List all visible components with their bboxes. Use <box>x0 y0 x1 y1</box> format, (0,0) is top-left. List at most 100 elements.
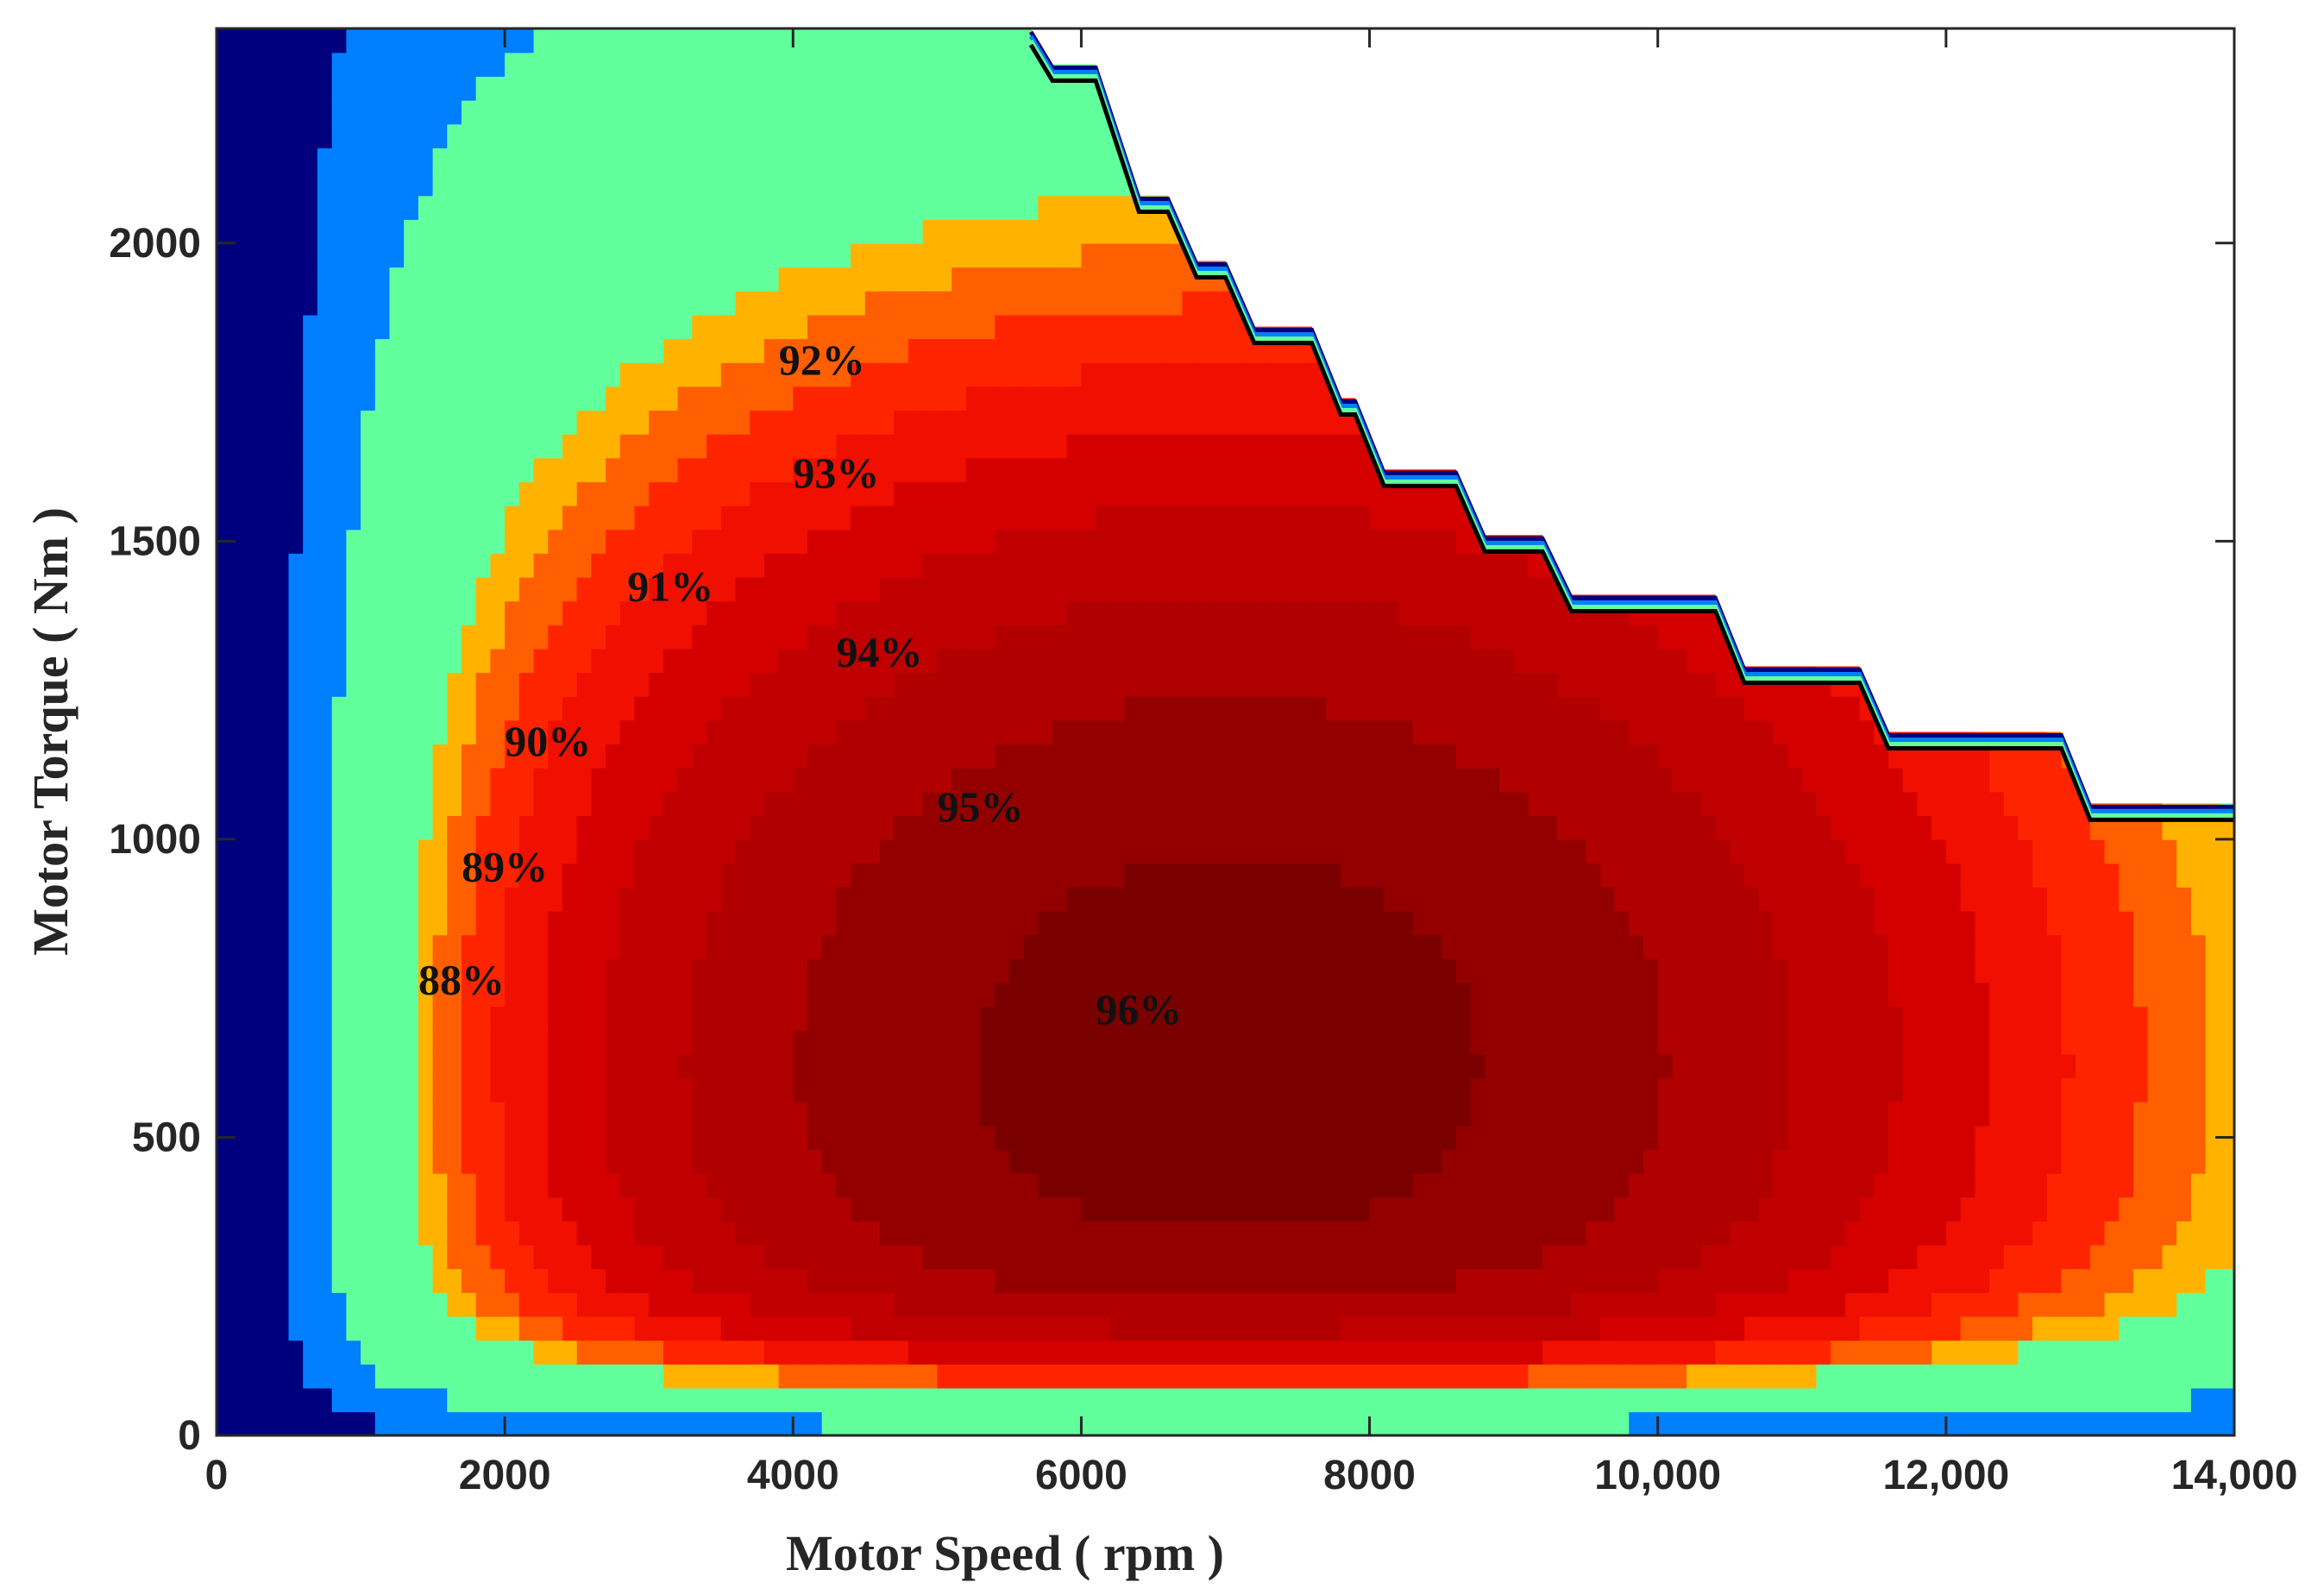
contour-cell <box>245 791 261 816</box>
contour-cell <box>518 1172 535 1198</box>
contour-cell <box>1398 553 1414 578</box>
contour-cell <box>505 219 520 244</box>
contour-cell <box>1109 576 1126 602</box>
contour-cell <box>995 433 1010 459</box>
contour-cell <box>1240 625 1255 650</box>
contour-cell <box>750 600 765 625</box>
contour-cell <box>908 1316 924 1341</box>
contour-cell <box>619 625 636 650</box>
contour-cell <box>1326 1172 1341 1198</box>
contour-cell <box>1197 1102 1212 1127</box>
contour-cell <box>965 958 982 983</box>
contour-cell <box>447 719 462 745</box>
contour-cell <box>217 242 232 268</box>
contour-cell <box>851 457 866 482</box>
contour-cell <box>649 314 664 340</box>
contour-cell <box>1124 1102 1140 1127</box>
contour-cell <box>273 171 290 197</box>
contour-cell <box>288 1411 304 1435</box>
contour-cell <box>1225 338 1241 363</box>
contour-cell <box>361 433 376 459</box>
contour-cell <box>505 648 520 674</box>
contour-cell <box>1398 529 1414 554</box>
contour-cell <box>634 1006 650 1031</box>
contour-cell <box>317 123 333 148</box>
contour-cell <box>533 123 550 148</box>
contour-cell <box>317 934 333 959</box>
contour-cell <box>1283 1196 1298 1221</box>
contour-cell <box>317 242 333 268</box>
contour-cell <box>418 1030 434 1055</box>
contour-cell <box>606 1172 621 1198</box>
contour-cell <box>821 744 838 769</box>
contour-cell <box>735 362 751 387</box>
contour-cell <box>634 386 650 411</box>
contour-cell <box>1052 314 1068 340</box>
contour-cell <box>1153 410 1169 435</box>
contour-cell <box>821 148 838 173</box>
contour-cell <box>447 672 462 697</box>
contour-cell <box>606 1411 621 1435</box>
contour-cell <box>735 648 751 674</box>
contour-cell <box>735 887 751 912</box>
contour-cell <box>793 148 808 173</box>
contour-cell <box>490 553 506 578</box>
contour-cell <box>490 1006 506 1031</box>
contour-cell <box>1297 1387 1313 1413</box>
contour-cell <box>619 1125 636 1150</box>
contour-cell <box>908 314 924 340</box>
contour-cell <box>1167 838 1184 864</box>
contour-cell <box>447 625 462 650</box>
contour-cell <box>432 887 449 912</box>
contour-cell <box>1096 768 1111 793</box>
contour-cell <box>260 1149 275 1174</box>
contour-cell <box>230 768 247 793</box>
contour-cell <box>462 1125 477 1150</box>
contour-cell <box>894 1196 909 1221</box>
contour-cell <box>952 219 967 244</box>
contour-cell <box>518 1221 535 1246</box>
contour-cell <box>1096 1292 1111 1317</box>
contour-cell <box>1096 171 1111 197</box>
contour-cell <box>1066 958 1083 983</box>
contour-cell <box>447 576 462 602</box>
contour-cell <box>677 457 694 482</box>
contour-cell <box>1412 1387 1429 1413</box>
contour-cell <box>663 696 679 721</box>
contour-cell <box>908 1006 924 1031</box>
contour-cell <box>995 648 1010 674</box>
contour-cell <box>1052 625 1068 650</box>
contour-cell <box>1081 1172 1096 1198</box>
contour-cell <box>533 1077 550 1102</box>
contour-cell <box>864 791 881 816</box>
contour-cell <box>1139 1268 1154 1293</box>
contour-cell <box>995 576 1010 602</box>
contour-cell <box>374 744 391 769</box>
contour-cell <box>1167 863 1184 888</box>
contour-cell <box>418 410 434 435</box>
contour-cell <box>763 52 780 77</box>
contour-cell <box>1008 1172 1025 1198</box>
contour-cell <box>230 1411 247 1435</box>
contour-cell <box>807 958 823 983</box>
contour-cell <box>1341 529 1356 554</box>
contour-cell <box>317 791 333 816</box>
contour-cell <box>634 982 650 1008</box>
contour-cell <box>1167 386 1184 411</box>
contour-cell <box>619 958 636 983</box>
contour-cell <box>894 362 909 387</box>
contour-cell <box>663 1340 679 1365</box>
contour-cell <box>273 1316 290 1341</box>
contour-cell <box>361 410 376 435</box>
contour-cell <box>1038 314 1053 340</box>
contour-cell <box>576 529 593 554</box>
contour-cell <box>1427 625 1442 650</box>
contour-cell <box>937 219 952 244</box>
contour-cell <box>462 433 477 459</box>
contour-cell <box>619 791 636 816</box>
contour-cell <box>230 291 247 316</box>
contour-cell <box>591 600 606 625</box>
contour-cell <box>533 386 550 411</box>
contour-cell <box>1182 1006 1197 1031</box>
contour-cell <box>778 1077 795 1102</box>
